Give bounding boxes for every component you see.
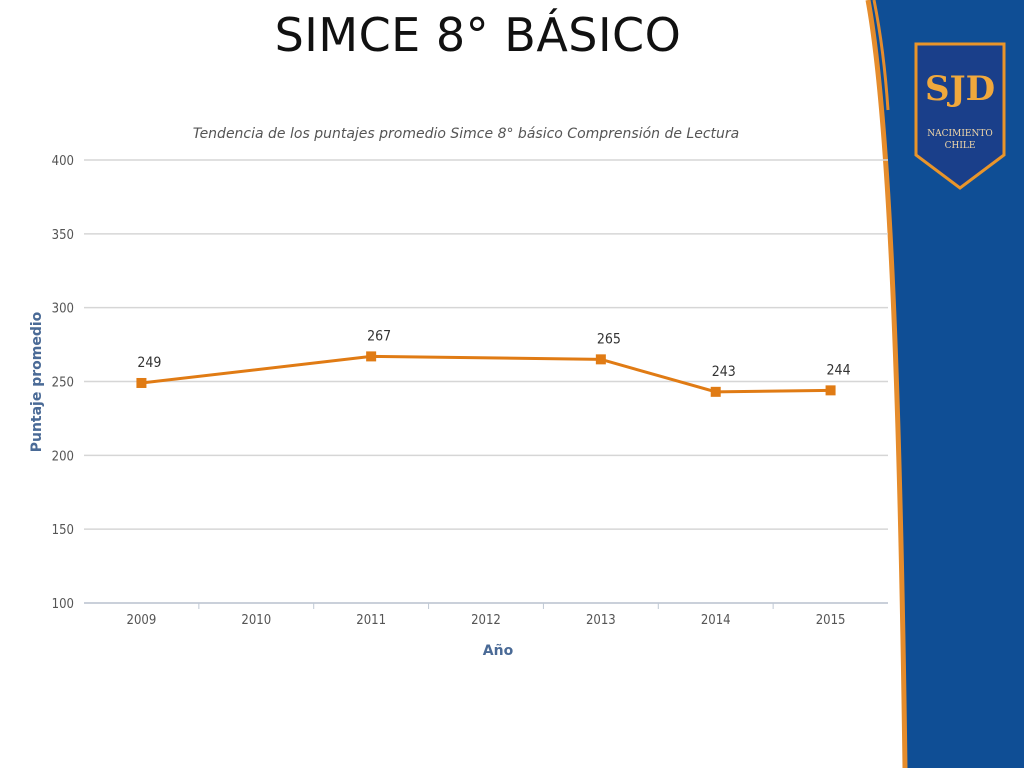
data-label-2015: 244 (827, 362, 851, 378)
y-tick-label: 300 (52, 302, 74, 317)
points-layer (136, 351, 836, 397)
logo-initials: SJD (925, 69, 995, 109)
data-point-2015 (825, 385, 836, 396)
x-tick-label: 2010 (241, 613, 271, 628)
data-point-2013 (595, 354, 606, 365)
data-point-2009 (136, 377, 147, 388)
orange-stripe (865, 0, 908, 768)
x-tick-label: 2015 (816, 613, 846, 628)
x-axis-label: Año (483, 643, 514, 659)
data-label-2009: 249 (137, 355, 161, 371)
y-tick-label: 250 (52, 376, 74, 391)
logo-line2: CHILE (945, 141, 976, 151)
y-tick-label: 350 (52, 228, 74, 243)
y-tick-label: 150 (52, 523, 74, 538)
x-tick-label: 2014 (701, 613, 731, 628)
y-axis-label: Puntaje promedio (29, 311, 45, 452)
data-point-2014 (710, 386, 721, 397)
data-labels-layer: 249 267 265 243 244 (137, 328, 850, 379)
data-label-2011: 267 (367, 328, 391, 344)
x-tick-label: 2011 (356, 613, 386, 628)
thin-stripe (872, 0, 890, 111)
x-tick-label: 2013 (586, 613, 616, 628)
x-tick-label: 2012 (471, 613, 501, 628)
data-label-2013: 265 (597, 331, 621, 347)
x-tick-label: 2009 (127, 613, 157, 628)
gridlines (84, 159, 888, 609)
y-axis-ticks: 100 150 200 250 300 350 400 (52, 154, 74, 612)
logo-line1: NACIMIENTO (927, 129, 992, 139)
chart-title: Tendencia de los puntajes promedio Simce… (193, 126, 739, 142)
y-tick-label: 100 (52, 597, 74, 612)
slide-title: SIMCE 8° BÁSICO (274, 8, 682, 62)
data-label-2014: 243 (712, 364, 736, 380)
data-point-2011 (366, 351, 377, 362)
y-tick-label: 400 (52, 154, 74, 169)
logo-shield (914, 42, 1006, 190)
x-axis-ticks: 2009 2010 2011 2012 2013 2014 2015 (127, 613, 846, 628)
blue-band (868, 0, 1024, 768)
y-tick-label: 200 (52, 449, 74, 464)
